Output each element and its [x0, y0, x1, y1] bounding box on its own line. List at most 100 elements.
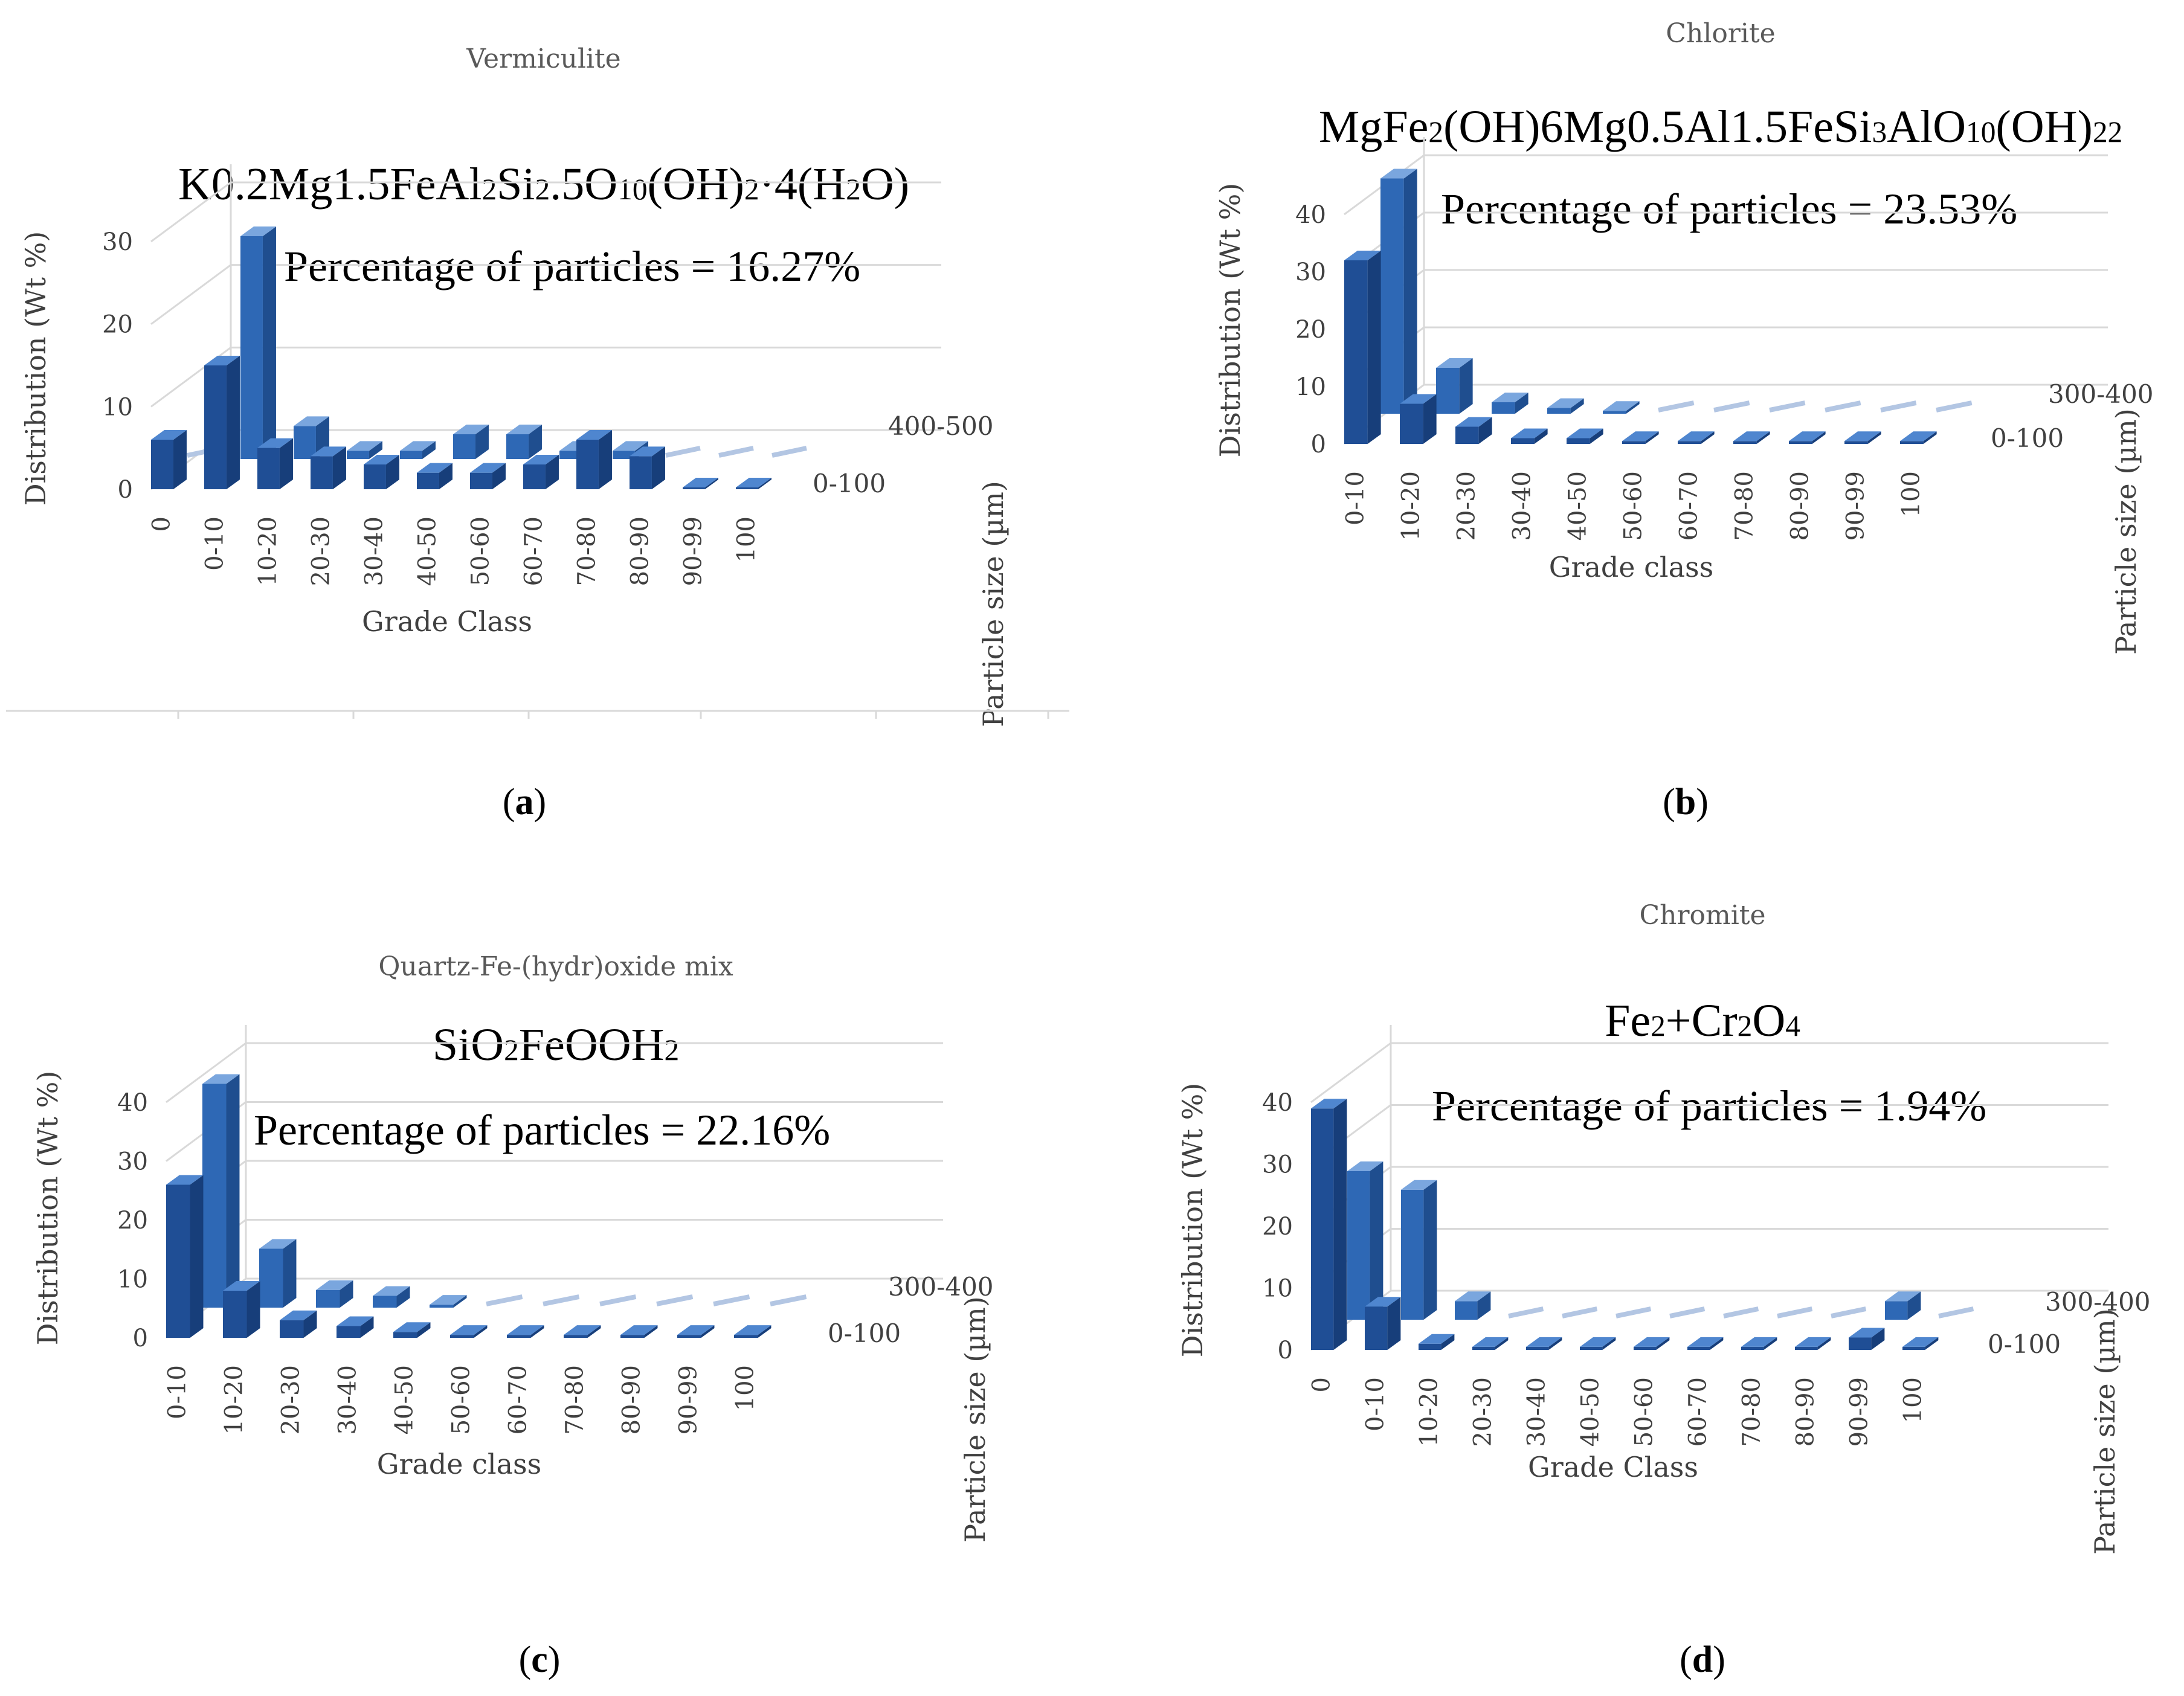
bar-top — [470, 463, 506, 473]
bar-top — [1436, 358, 1473, 368]
bar-face — [204, 365, 227, 489]
bar-front-series — [677, 1325, 715, 1338]
formula-text: +Cr — [1666, 995, 1738, 1046]
x-tick-label: 60-70 — [1684, 1377, 1712, 1447]
bar-front-series — [683, 478, 718, 489]
bar-top — [1687, 1337, 1724, 1347]
bar-back-series-empty — [1777, 1306, 1813, 1319]
y-tick-label: 40 — [117, 1089, 148, 1117]
bar-face — [364, 464, 386, 489]
bar-side — [1812, 431, 1826, 444]
bar-face — [576, 440, 599, 489]
y-tick-label: 10 — [1262, 1275, 1293, 1303]
bar-face — [1436, 368, 1460, 414]
bar-face — [347, 451, 369, 459]
formula-subscript: 2 — [664, 1033, 679, 1067]
bar-face — [1400, 403, 1423, 444]
x-axis-title: Grade class — [377, 1448, 542, 1480]
formula-subscript: 22 — [2093, 115, 2122, 149]
bar-back-series — [259, 1239, 297, 1308]
bar-face — [1419, 1343, 1442, 1350]
y-tick-label: 30 — [1295, 259, 1326, 286]
bar-face — [316, 1290, 340, 1308]
x-tick-label: 50-60 — [466, 516, 494, 586]
bar-top — [576, 430, 612, 440]
bar-side — [262, 226, 276, 459]
gridline — [166, 1160, 943, 1221]
x-tick-label: 40-50 — [1577, 1377, 1605, 1447]
bar-top — [677, 1325, 715, 1335]
bar-side — [475, 425, 489, 459]
bar-top — [506, 425, 542, 434]
bar-side — [1495, 1337, 1509, 1350]
bar-top — [393, 1322, 431, 1332]
bar-face — [1344, 260, 1368, 444]
x-tick-label: 0-10 — [1341, 471, 1369, 525]
x-tick-label: 80-90 — [1792, 1377, 1820, 1447]
bar-back-series-empty — [599, 1294, 637, 1306]
bar-front-series — [1400, 394, 1437, 444]
bar-side — [1923, 431, 1937, 444]
bar-side — [701, 1325, 715, 1338]
bar-face — [1733, 441, 1757, 444]
bar-top — [311, 446, 346, 457]
formula-subscript: 2 — [1738, 1009, 1753, 1042]
x-axis-title: Grade Class — [362, 605, 532, 638]
bar-side — [417, 1322, 431, 1338]
bar-side — [385, 455, 399, 489]
bar-front-series — [1733, 431, 1770, 444]
y-tick-label: 0 — [1278, 1337, 1293, 1364]
y-tick-label: 40 — [1262, 1089, 1293, 1117]
bar-side — [303, 1310, 317, 1338]
bar-face — [1567, 438, 1590, 444]
formula-text: SiO — [433, 1020, 504, 1070]
bar-back-series — [294, 416, 329, 459]
formula-subscript: 2 — [504, 1033, 519, 1067]
x-tick-label: 30-40 — [1508, 471, 1536, 541]
bar-face — [1900, 441, 1924, 444]
series-label: 0-100 — [828, 1319, 901, 1348]
bar-top — [564, 1325, 601, 1335]
series-label: 400-500 — [888, 411, 994, 441]
bar-back-series-empty — [770, 1294, 807, 1306]
panel-label: (d) — [1680, 1639, 1725, 1680]
bar-front-series — [337, 1316, 374, 1338]
bar-side — [1534, 428, 1548, 444]
bar-face — [1634, 1346, 1657, 1350]
x-tick-label: 100 — [732, 516, 760, 562]
bar-top — [337, 1316, 374, 1326]
formula-text: FeOOH — [519, 1020, 665, 1070]
bar-top — [630, 446, 665, 457]
bar-top — [1634, 1337, 1670, 1347]
bar-face — [259, 1248, 283, 1308]
x-tick-label: 10-20 — [254, 516, 282, 586]
x-tick-label: 100 — [732, 1365, 759, 1411]
x-tick-label: 90-99 — [675, 1365, 703, 1434]
panel-letter: c — [531, 1639, 548, 1680]
x-tick-label: 0-10 — [1362, 1377, 1390, 1431]
x-tick-label: 40-50 — [391, 1365, 419, 1434]
bar-face — [564, 1335, 588, 1338]
bar-side — [453, 1295, 467, 1308]
formula-subscript: 10 — [1966, 115, 1996, 149]
bar-side — [1515, 393, 1528, 414]
formula-text: Si — [497, 159, 535, 210]
bar-top — [151, 430, 187, 440]
y-tick-label: 10 — [117, 1266, 148, 1294]
bar-side — [279, 438, 293, 489]
bar-side — [1370, 1161, 1384, 1320]
bar-side — [758, 478, 771, 489]
bar-side — [1867, 431, 1881, 444]
bar-back-series-empty — [1658, 400, 1695, 413]
bar-top — [316, 1280, 353, 1290]
bar-front-series — [1567, 428, 1603, 444]
bar-top — [1567, 428, 1603, 438]
bar-top — [280, 1310, 317, 1320]
series-label: 0-100 — [813, 469, 886, 498]
bar-top — [1344, 251, 1381, 260]
y-axis-title: Distribution (Wt %) — [1176, 1083, 1209, 1358]
bar-side — [644, 1325, 658, 1338]
bar-side — [1423, 394, 1437, 444]
bar-front-series — [1687, 1337, 1724, 1350]
y-tick-label: 30 — [1262, 1151, 1293, 1179]
